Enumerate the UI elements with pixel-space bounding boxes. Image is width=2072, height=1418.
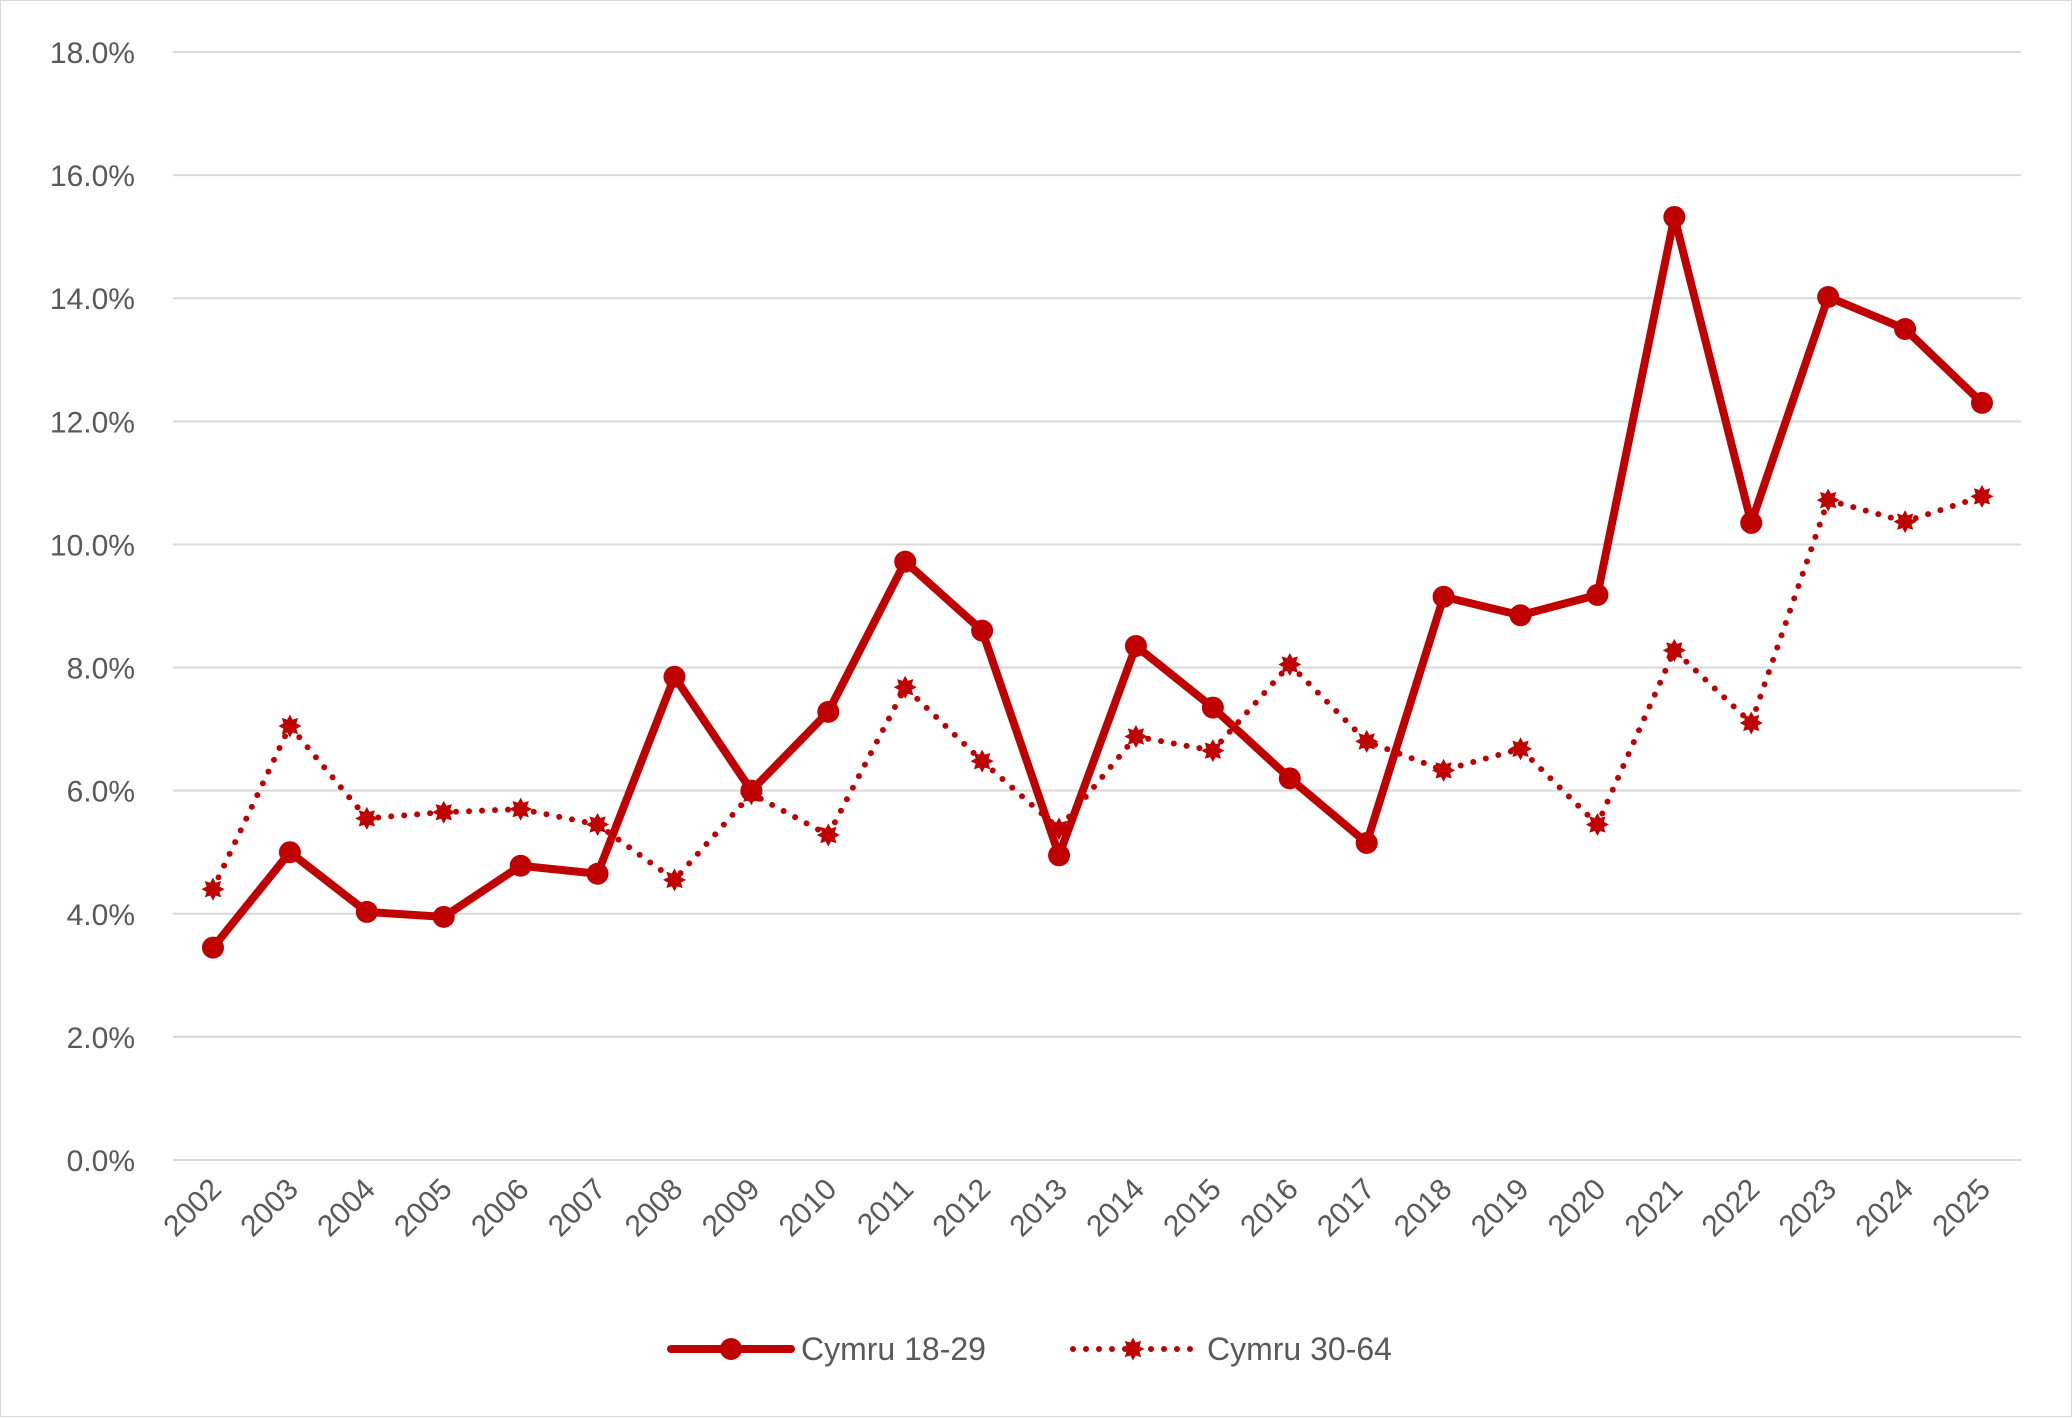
x-tick-label: 2009: [696, 1173, 767, 1244]
data-point: [740, 779, 763, 802]
x-tick-label: 2016: [1234, 1173, 1305, 1244]
x-tick-label: 2015: [1157, 1173, 1228, 1244]
y-tick-label: 8.0%: [67, 653, 135, 686]
series-line: [209, 212, 1986, 952]
legend-item-cymru-30-64: Cymru 30-64: [1070, 1331, 1392, 1367]
x-tick-label: 2017: [1311, 1173, 1382, 1244]
data-point: [1586, 583, 1609, 606]
data-point: [971, 619, 994, 642]
data-point: [1432, 585, 1455, 608]
data-point: [893, 675, 917, 699]
data-point: [586, 813, 610, 837]
data-point: [1278, 652, 1302, 676]
data-point: [509, 797, 533, 821]
data-point: [1124, 635, 1147, 658]
y-tick-label: 10.0%: [50, 529, 135, 562]
x-tick-label: 2004: [311, 1173, 382, 1244]
data-point: [1739, 711, 1763, 735]
data-point: [1662, 638, 1686, 662]
series-group: [201, 205, 1994, 959]
legend-label: Cymru 30-64: [1207, 1331, 1392, 1367]
y-tick-label: 12.0%: [50, 406, 135, 439]
y-tick-label: 16.0%: [50, 160, 135, 193]
x-axis-tick-labels: 2002 2003 2004 2005 2006 2007 2008 2009 2010 2011…: [157, 1173, 1997, 1244]
x-tick-label: 2019: [1465, 1173, 1536, 1244]
x-tick-label: 2003: [234, 1173, 305, 1244]
x-tick-label: 2021: [1619, 1173, 1690, 1244]
x-tick-label: 2024: [1850, 1173, 1921, 1244]
y-tick-label: 18.0%: [50, 37, 135, 70]
y-tick-label: 2.0%: [67, 1022, 135, 1055]
data-point: [278, 841, 301, 864]
data-point: [662, 868, 686, 892]
data-point: [894, 550, 917, 573]
x-tick-label: 2007: [542, 1173, 613, 1244]
data-point: [1509, 737, 1533, 761]
data-point: [816, 823, 840, 847]
x-tick-label: 2010: [773, 1173, 844, 1244]
x-tick-label: 2023: [1773, 1173, 1844, 1244]
x-tick-label: 2018: [1388, 1173, 1459, 1244]
y-tick-label: 6.0%: [67, 776, 135, 809]
data-point: [278, 714, 302, 738]
x-tick-label: 2008: [619, 1173, 690, 1244]
y-tick-label: 14.0%: [50, 283, 135, 316]
y-tick-label: 0.0%: [67, 1145, 135, 1178]
legend-item-cymru-18-29: Cymru 18-29: [667, 1331, 986, 1367]
data-point: [1509, 604, 1532, 627]
data-point: [355, 900, 378, 923]
data-point: [509, 854, 532, 877]
data-point: [1817, 285, 1840, 308]
data-point: [1970, 484, 1994, 508]
legend-label: Cymru 18-29: [801, 1331, 986, 1367]
x-tick-label: 2014: [1080, 1173, 1151, 1244]
data-point: [201, 877, 225, 901]
data-point: [1663, 205, 1686, 228]
data-point: [1048, 844, 1071, 867]
x-tick-label: 2005: [388, 1173, 459, 1244]
data-point: [432, 905, 455, 928]
x-tick-label: 2002: [157, 1173, 228, 1244]
data-point: [1971, 391, 1993, 414]
data-point: [1816, 488, 1840, 512]
data-point: [432, 800, 456, 824]
series-cymru-30-64: [201, 484, 1994, 901]
data-point: [1201, 696, 1224, 719]
x-tick-label: 2025: [1926, 1173, 1997, 1244]
x-tick-label: 2012: [927, 1173, 998, 1244]
x-tick-label: 2006: [465, 1173, 536, 1244]
data-point: [1278, 767, 1301, 790]
data-point: [1585, 813, 1609, 837]
gridlines: [173, 51, 2021, 1161]
x-tick-label: 2022: [1696, 1173, 1767, 1244]
x-tick-label: 2020: [1542, 1173, 1613, 1244]
data-point: [1201, 739, 1225, 763]
data-point: [202, 936, 224, 959]
data-point: [586, 862, 609, 885]
x-tick-label: 2011: [851, 1173, 920, 1242]
legend-marker: [1121, 1337, 1145, 1361]
data-point: [1355, 831, 1378, 854]
series-cymru-18-29: [202, 205, 1993, 959]
data-point: [817, 700, 840, 723]
x-tick-label: 2013: [1003, 1173, 1074, 1244]
data-point: [1355, 729, 1379, 753]
series-line: [210, 493, 1985, 893]
data-point: [1894, 318, 1917, 340]
data-point: [355, 806, 379, 830]
data-point: [1124, 725, 1148, 748]
data-point: [663, 665, 686, 688]
legend: Cymru 18-29 Cymru 30-64: [667, 1331, 1392, 1367]
legend-marker: [720, 1338, 742, 1360]
data-point: [1893, 510, 1917, 534]
y-tick-label: 4.0%: [67, 899, 135, 932]
y-axis-tick-labels: 0.0% 2.0% 4.0% 6.0% 8.0% 10.0% 12.0% 14.0% 16.0%…: [50, 37, 135, 1178]
data-point: [1740, 511, 1763, 534]
data-point: [970, 749, 994, 773]
data-point: [1432, 758, 1456, 782]
